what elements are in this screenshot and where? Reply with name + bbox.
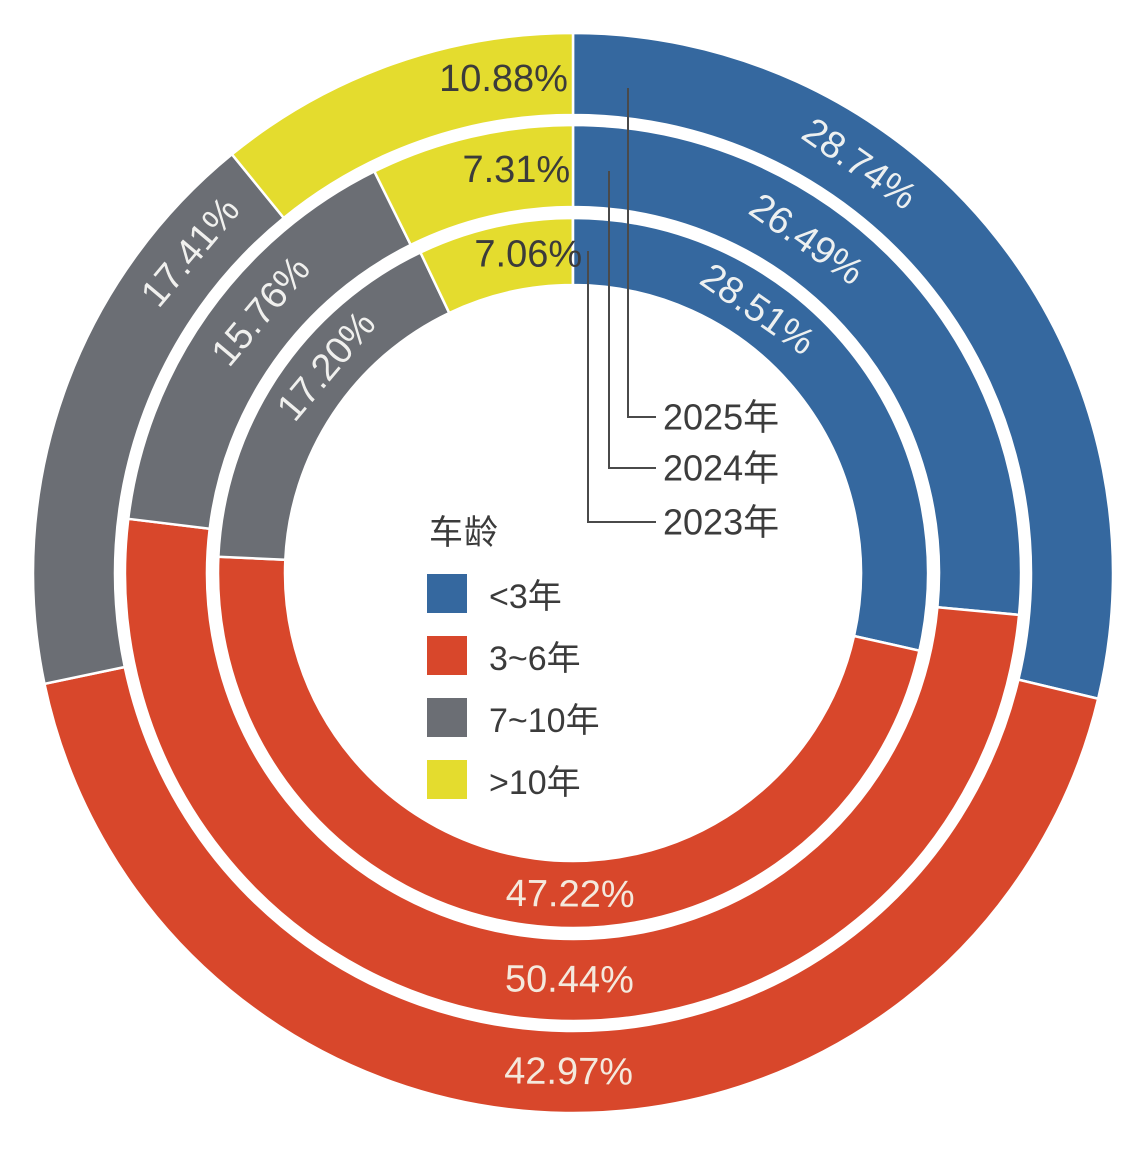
year-leader-line-2024年 (608, 171, 656, 469)
slice-percent-label-2024年->10年: 7.31% (462, 149, 570, 191)
legend-swatch-over-10-years (427, 760, 467, 799)
legend-label-7-to-10-years: 7~10年 (489, 702, 600, 740)
slice-percent-label-2023年->10年: 7.06% (474, 234, 582, 276)
legend-swatch-7-to-10-years (427, 698, 467, 737)
legend-label-3-to-6-years: 3~6年 (489, 640, 581, 678)
legend-label-under-3-years: <3年 (489, 578, 562, 616)
year-leader-line-2023年 (587, 251, 656, 523)
donut-slice-2025年->10年 (230, 31, 575, 220)
donut-slice-2024年->10年 (372, 123, 575, 247)
slice-percent-label-2023年-3~6年: 47.22% (506, 873, 635, 916)
donut-slice-2023年-3~6年 (216, 555, 921, 930)
legend-item-3-to-6-years: 3~6年 (427, 636, 600, 678)
slice-percent-label-2025年->10年: 10.88% (439, 58, 568, 100)
legend-item-over-10-years: >10年 (427, 760, 600, 802)
chart-legend: 车龄 <3年 3~6年 7~10年 >10年 (427, 505, 600, 822)
year-label-2024年: 2024年 (663, 448, 779, 489)
legend-label-over-10-years: >10年 (489, 764, 581, 802)
legend-item-under-3-years: <3年 (427, 574, 600, 616)
legend-swatch-3-to-6-years (427, 636, 467, 675)
legend-item-7-to-10-years: 7~10年 (427, 698, 600, 740)
year-label-2025年: 2025年 (663, 397, 779, 438)
legend-swatch-under-3-years (427, 574, 467, 613)
donut-slice-2024年-3~6年 (123, 517, 1021, 1023)
donut-slice-2025年-3~6年 (43, 665, 1100, 1115)
slice-percent-label-2024年-3~6年: 50.44% (505, 958, 634, 1001)
year-label-2023年: 2023年 (663, 502, 779, 543)
donut-slice-2023年->10年 (418, 216, 575, 315)
year-leader-line-2025年 (627, 88, 656, 418)
legend-title: 车龄 (429, 514, 499, 552)
slice-percent-label-2025年-3~6年: 42.97% (504, 1050, 633, 1093)
